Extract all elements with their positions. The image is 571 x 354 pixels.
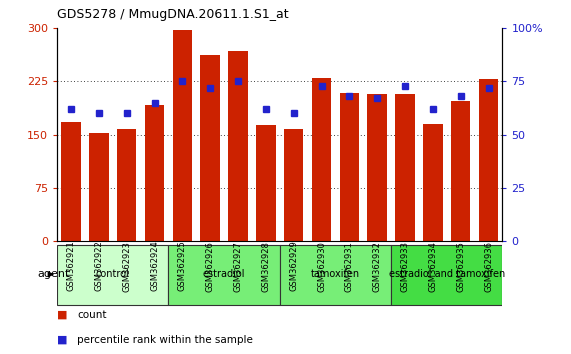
- Bar: [145, 105, 164, 241]
- Bar: [61, 122, 81, 241]
- Bar: [228, 51, 248, 241]
- Text: GSM362932: GSM362932: [373, 241, 382, 292]
- Text: GSM362931: GSM362931: [345, 241, 354, 292]
- Text: GSM362933: GSM362933: [400, 241, 409, 292]
- Text: GSM362930: GSM362930: [317, 241, 326, 292]
- Text: GSM362922: GSM362922: [94, 241, 103, 291]
- Text: count: count: [77, 310, 107, 320]
- Bar: [368, 94, 387, 241]
- Text: estradiol and tamoxifen: estradiol and tamoxifen: [389, 269, 505, 279]
- Bar: [172, 30, 192, 241]
- Text: control: control: [96, 269, 130, 279]
- Text: estradiol: estradiol: [203, 269, 246, 279]
- Text: GSM362928: GSM362928: [262, 241, 271, 292]
- Bar: [117, 129, 136, 241]
- Text: GSM362936: GSM362936: [484, 241, 493, 292]
- FancyBboxPatch shape: [168, 245, 280, 304]
- Bar: [256, 125, 276, 241]
- Bar: [479, 79, 498, 241]
- Text: GSM362935: GSM362935: [456, 241, 465, 292]
- Text: ■: ■: [57, 335, 67, 345]
- Text: tamoxifen: tamoxifen: [311, 269, 360, 279]
- Text: GDS5278 / MmugDNA.20611.1.S1_at: GDS5278 / MmugDNA.20611.1.S1_at: [57, 8, 289, 21]
- Bar: [200, 55, 220, 241]
- Text: GSM362921: GSM362921: [66, 241, 75, 291]
- Text: GSM362927: GSM362927: [234, 241, 243, 292]
- Text: GSM362929: GSM362929: [289, 241, 298, 291]
- Text: GSM362925: GSM362925: [178, 241, 187, 291]
- Bar: [451, 101, 471, 241]
- Text: percentile rank within the sample: percentile rank within the sample: [77, 335, 253, 345]
- Bar: [89, 133, 108, 241]
- Bar: [340, 93, 359, 241]
- FancyBboxPatch shape: [57, 245, 168, 304]
- Text: agent: agent: [38, 269, 70, 279]
- FancyBboxPatch shape: [391, 245, 502, 304]
- Text: ■: ■: [57, 310, 67, 320]
- Bar: [423, 124, 443, 241]
- Bar: [284, 129, 303, 241]
- Text: GSM362924: GSM362924: [150, 241, 159, 291]
- FancyBboxPatch shape: [280, 245, 391, 304]
- Text: GSM362926: GSM362926: [206, 241, 215, 292]
- Text: GSM362923: GSM362923: [122, 241, 131, 292]
- Bar: [312, 78, 331, 241]
- Text: GSM362934: GSM362934: [428, 241, 437, 292]
- Bar: [395, 94, 415, 241]
